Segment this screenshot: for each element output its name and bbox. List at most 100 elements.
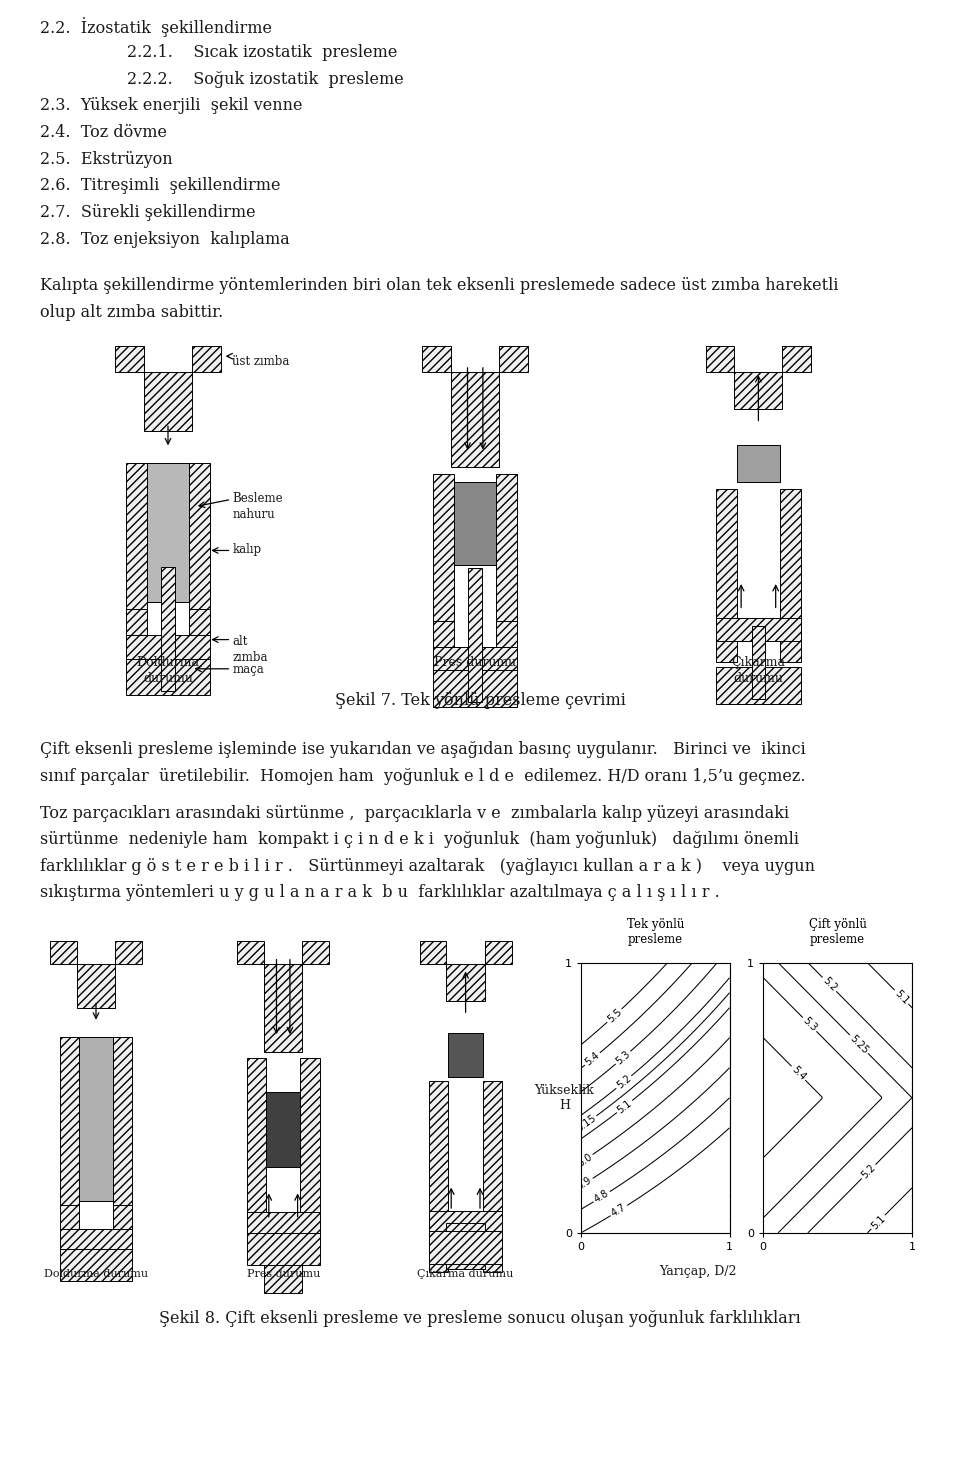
Bar: [60, 1205, 79, 1229]
Text: 4.9: 4.9: [575, 1175, 593, 1192]
Text: Çift yönlü
presleme: Çift yönlü presleme: [808, 919, 867, 947]
Bar: [300, 1226, 320, 1249]
Bar: [433, 475, 454, 621]
Text: Çift eksenli presleme işleminde ise yukarıdan ve aşağıdan basınç uygulanır.   Bi: Çift eksenli presleme işleminde ise yuka…: [40, 742, 806, 758]
Bar: [126, 659, 210, 695]
Bar: [115, 941, 142, 964]
Bar: [780, 636, 801, 662]
Text: Pres durumu: Pres durumu: [247, 1270, 320, 1280]
Bar: [302, 941, 329, 964]
Bar: [468, 568, 482, 703]
Bar: [780, 489, 801, 636]
Text: 5.15: 5.15: [574, 1113, 598, 1134]
Text: 2.2.1.    Sıcak izostatik  presleme: 2.2.1. Sıcak izostatik presleme: [127, 44, 397, 61]
Bar: [716, 668, 801, 704]
Bar: [115, 346, 144, 373]
Bar: [77, 964, 115, 1008]
Bar: [192, 346, 221, 373]
Text: olup alt zımba sabittir.: olup alt zımba sabittir.: [40, 304, 224, 320]
Bar: [716, 636, 737, 662]
Bar: [496, 475, 517, 621]
Text: kalıp: kalıp: [232, 543, 261, 557]
Text: 2.4.  Toz dövme: 2.4. Toz dövme: [40, 124, 167, 142]
Bar: [60, 1249, 132, 1281]
Bar: [126, 609, 147, 636]
Text: Besleme
nahuru: Besleme nahuru: [232, 492, 283, 522]
Text: sınıf parçalar  üretilebilir.  Homojen ham  yoğunluk e l d e  edilemez. H/D oran: sınıf parçalar üretilebilir. Homojen ham…: [40, 768, 805, 785]
Text: 5.0: 5.0: [575, 1151, 593, 1169]
Text: Çıkarma
durumu: Çıkarma durumu: [732, 656, 785, 685]
Bar: [429, 1249, 448, 1273]
Bar: [189, 609, 210, 636]
Bar: [126, 463, 147, 609]
Text: 5.3: 5.3: [614, 1049, 633, 1067]
Text: Pres durumu: Pres durumu: [434, 656, 516, 669]
Text: 4.8: 4.8: [592, 1188, 611, 1205]
Text: 5.2: 5.2: [821, 976, 838, 993]
Bar: [79, 1037, 113, 1201]
Bar: [247, 1213, 320, 1233]
Bar: [161, 567, 175, 691]
Text: Şekil 7. Tek yönlü presleme çevrimi: Şekil 7. Tek yönlü presleme çevrimi: [335, 693, 625, 709]
Bar: [60, 1037, 79, 1205]
Text: 5.1: 5.1: [893, 988, 910, 1007]
Bar: [429, 1081, 448, 1249]
Bar: [266, 1091, 300, 1167]
Text: 2.6.  Titreşimli  şekillendirme: 2.6. Titreşimli şekillendirme: [40, 177, 281, 194]
Text: 2.5.  Ekstrüzyon: 2.5. Ekstrüzyon: [40, 150, 173, 168]
Bar: [734, 373, 782, 409]
Text: sıkıştırma yöntemleri u y g u l a n a r a k  b u  farklılıklar azaltılmaya ç a l: sıkıştırma yöntemleri u y g u l a n a r …: [40, 884, 720, 901]
Bar: [264, 1235, 302, 1293]
Bar: [247, 1058, 266, 1226]
Bar: [60, 1229, 132, 1249]
Bar: [448, 1033, 483, 1077]
Bar: [300, 1058, 320, 1226]
Text: Yükseklik
H: Yükseklik H: [535, 1084, 594, 1112]
Text: 2.3.  Yüksek enerjili  şekil venne: 2.3. Yüksek enerjili şekil venne: [40, 98, 302, 114]
Bar: [454, 482, 496, 565]
Bar: [483, 1249, 502, 1273]
Text: 5.2: 5.2: [614, 1074, 633, 1091]
Bar: [429, 1232, 502, 1264]
Bar: [189, 463, 210, 609]
Bar: [113, 1037, 132, 1205]
Bar: [706, 346, 734, 373]
Bar: [247, 1226, 266, 1249]
Bar: [485, 941, 512, 964]
Text: 4.7: 4.7: [610, 1202, 628, 1218]
Text: maça: maça: [232, 663, 264, 676]
Bar: [113, 1205, 132, 1229]
Bar: [429, 1211, 502, 1232]
Text: 5.4: 5.4: [789, 1064, 807, 1083]
Text: alt
zımba: alt zımba: [232, 636, 268, 665]
Text: üst zımba: üst zımba: [232, 355, 290, 368]
Bar: [144, 373, 192, 431]
Bar: [446, 964, 485, 1001]
Bar: [422, 346, 451, 373]
Text: sürtünme  nedeniyle ham  kompakt i ç i n d e k i  yoğunluk  (ham yoğunluk)   dağ: sürtünme nedeniyle ham kompakt i ç i n d…: [40, 831, 800, 849]
Text: 5.3: 5.3: [801, 1015, 819, 1033]
Text: 5.1: 5.1: [615, 1097, 634, 1115]
Bar: [716, 489, 737, 636]
Text: Çıkarma durumu: Çıkarma durumu: [418, 1270, 514, 1280]
Bar: [126, 636, 210, 659]
Text: 5.25: 5.25: [848, 1033, 870, 1055]
Text: 5.4: 5.4: [584, 1050, 602, 1068]
Bar: [496, 621, 517, 647]
Bar: [499, 346, 528, 373]
Text: Kalıpta şekillendirme yöntemlerinden biri olan tek eksenli preslemede sadece üst: Kalıpta şekillendirme yöntemlerinden bir…: [40, 278, 839, 294]
Bar: [247, 1233, 320, 1265]
Text: Şekil 8. Çift eksenli presleme ve presleme sonucu oluşan yoğunluk farklılıkları: Şekil 8. Çift eksenli presleme ve presle…: [159, 1311, 801, 1328]
Bar: [446, 1223, 485, 1270]
Text: Tek yönlü
presleme: Tek yönlü presleme: [627, 919, 684, 947]
Bar: [50, 941, 77, 964]
Bar: [147, 463, 189, 602]
Bar: [433, 621, 454, 647]
Text: 2.2.  İzostatik  şekillendirme: 2.2. İzostatik şekillendirme: [40, 18, 273, 38]
Text: Toz parçacıkları arasındaki sürtünme ,  parçacıklarla v e  zımbalarla kalıp yüze: Toz parçacıkları arasındaki sürtünme , p…: [40, 805, 789, 821]
Text: Doldurma
durumu: Doldurma durumu: [136, 656, 200, 685]
Text: 2.8.  Toz enjeksiyon  kalıplama: 2.8. Toz enjeksiyon kalıplama: [40, 231, 290, 247]
Text: 2.2.2.    Soğuk izostatik  presleme: 2.2.2. Soğuk izostatik presleme: [127, 70, 403, 88]
Bar: [782, 346, 811, 373]
Text: farklılıklar g ö s t e r e b i l i r .   Sürtünmeyi azaltarak   (yağlayıcı kulla: farklılıklar g ö s t e r e b i l i r . S…: [40, 858, 815, 875]
